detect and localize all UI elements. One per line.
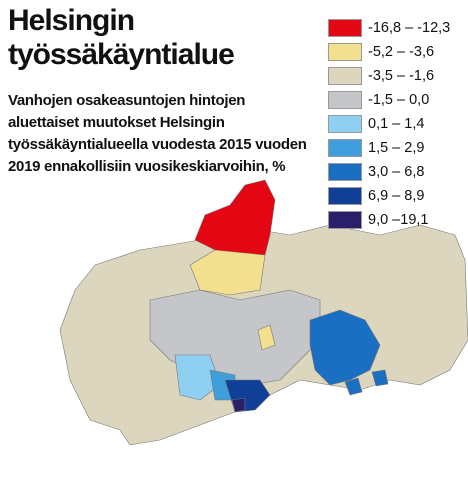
legend-swatch bbox=[328, 91, 362, 109]
subtitle: Vanhojen osakeasuntojen hintojen aluetta… bbox=[8, 92, 307, 175]
legend-swatch bbox=[328, 115, 362, 133]
legend-label: 6,9 – 8,9 bbox=[368, 188, 425, 204]
legend-swatch bbox=[328, 67, 362, 85]
legend-swatch bbox=[328, 43, 362, 61]
legend-label: 3,0 – 6,8 bbox=[368, 164, 425, 180]
legend-entry: 0,1 – 1,4 bbox=[328, 112, 468, 136]
legend-entry: 1,5 – 2,9 bbox=[328, 136, 468, 160]
legend-label: -16,8 – -12,3 bbox=[368, 20, 451, 36]
region bbox=[174, 354, 221, 401]
region bbox=[231, 397, 246, 413]
legend-label: -1,5 – 0,0 bbox=[368, 92, 430, 108]
legend-swatch bbox=[328, 19, 362, 37]
legend: -16,8 – -12,3 -5,2 – -3,6 -3,5 – -1,6 -1,5 … bbox=[328, 16, 468, 232]
legend-label: -3,5 – -1,6 bbox=[368, 68, 435, 84]
legend-swatch bbox=[328, 187, 362, 205]
region bbox=[344, 377, 363, 396]
legend-entry: 3,0 – 6,8 bbox=[328, 160, 468, 184]
region bbox=[257, 324, 276, 351]
legend-swatch bbox=[328, 139, 362, 157]
region bbox=[371, 369, 389, 387]
legend-entry: 9,0 –19,1 bbox=[328, 208, 468, 232]
region bbox=[309, 309, 381, 386]
region bbox=[189, 249, 266, 296]
legend-label: 1,5 – 2,9 bbox=[368, 140, 425, 156]
legend-entry: -3,5 – -1,6 bbox=[328, 64, 468, 88]
legend-label: 0,1 – 1,4 bbox=[368, 116, 425, 132]
title: Helsingin työssäkäyntialue bbox=[8, 4, 235, 71]
legend-entry: -1,5 – 0,0 bbox=[328, 88, 468, 112]
legend-label: 9,0 –19,1 bbox=[368, 212, 429, 228]
legend-entry: -5,2 – -3,6 bbox=[328, 40, 468, 64]
legend-entry: -16,8 – -12,3 bbox=[328, 16, 468, 40]
region bbox=[194, 179, 276, 256]
legend-swatch bbox=[328, 211, 362, 229]
legend-label: -5,2 – -3,6 bbox=[368, 44, 435, 60]
legend-entry: 6,9 – 8,9 bbox=[328, 184, 468, 208]
legend-swatch bbox=[328, 163, 362, 181]
